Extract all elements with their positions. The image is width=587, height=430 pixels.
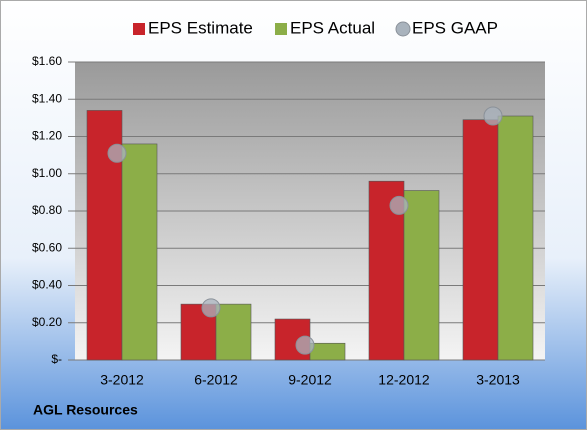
point	[107, 143, 127, 163]
bar	[403, 190, 440, 361]
y-tick-label: $1.20	[32, 129, 62, 143]
point	[483, 106, 503, 126]
bar	[215, 303, 252, 361]
legend-marker	[275, 23, 287, 35]
x-tick-label: 12-2012	[378, 372, 430, 388]
y-tick-label: $1.00	[32, 166, 62, 180]
y-tick-label: $1.40	[32, 91, 62, 105]
point	[201, 298, 221, 318]
bar	[121, 143, 158, 361]
y-tick-label: $0.20	[32, 315, 62, 329]
footnote: AGL Resources	[33, 402, 138, 418]
legend-label: EPS Actual	[290, 18, 375, 37]
x-tick-label: 3-2012	[100, 372, 144, 388]
y-tick-label: $1.60	[32, 54, 62, 68]
x-tick-label: 6-2012	[194, 372, 238, 388]
bar	[309, 342, 346, 361]
legend-label: EPS Estimate	[148, 18, 253, 37]
x-tick-label: 3-2013	[476, 372, 520, 388]
x-tick-label: 9-2012	[288, 372, 332, 388]
y-tick-label: $-	[51, 352, 62, 366]
point	[295, 335, 315, 355]
legend-marker	[395, 21, 411, 37]
bar	[497, 115, 534, 361]
bar	[462, 119, 499, 361]
y-tick-label: $0.60	[32, 240, 62, 254]
legend-label: EPS GAAP	[412, 18, 498, 37]
legend-marker	[133, 23, 145, 35]
y-tick-label: $0.80	[32, 203, 62, 217]
y-tick-label: $0.40	[32, 278, 62, 292]
point	[389, 195, 409, 215]
